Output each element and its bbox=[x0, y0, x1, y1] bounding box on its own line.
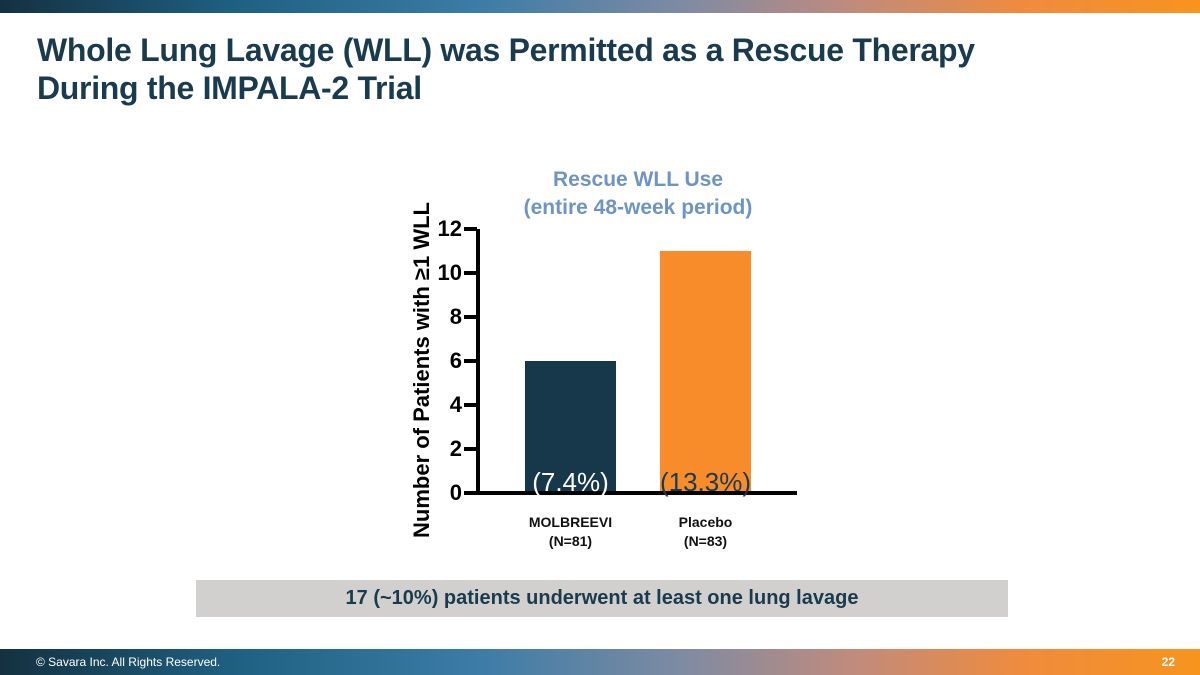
bar-percent-label: (13.3%) bbox=[659, 467, 752, 497]
chart-title-main: Rescue WLL Use bbox=[553, 168, 723, 191]
chart-title: Rescue WLL Use (entire 48-week period) bbox=[438, 166, 838, 222]
y-tick-mark bbox=[464, 491, 477, 495]
y-tick-label: 6 bbox=[449, 348, 462, 373]
slide-title: Whole Lung Lavage (WLL) was Permitted as… bbox=[37, 31, 1157, 107]
y-tick-label: 10 bbox=[437, 260, 462, 285]
y-tick-mark bbox=[464, 359, 477, 363]
bar-placebo bbox=[660, 251, 751, 493]
x-axis-category-label: MOLBREEVI (N=81) bbox=[491, 513, 651, 551]
callout-banner: 17 (~10%) patients underwent at least on… bbox=[196, 580, 1008, 617]
x-category-name: Placebo bbox=[678, 514, 733, 530]
x-axis-line bbox=[476, 491, 797, 495]
y-tick-label: 12 bbox=[437, 216, 462, 241]
y-tick-mark bbox=[464, 271, 477, 275]
y-tick-label: 8 bbox=[449, 304, 462, 329]
bar-molbreevi bbox=[525, 361, 616, 493]
y-axis-line bbox=[476, 229, 480, 495]
bar-percent-label: (7.4%) bbox=[532, 467, 609, 497]
x-category-n: (N=81) bbox=[548, 533, 593, 549]
x-axis-category-label: Placebo (N=83) bbox=[626, 513, 786, 551]
footer-gradient-bar: © Savara Inc. All Rights Reserved. 22 bbox=[0, 649, 1200, 675]
x-category-name: MOLBREEVI bbox=[528, 514, 613, 530]
y-tick-label: 2 bbox=[449, 436, 462, 461]
y-tick-mark bbox=[464, 227, 477, 231]
slide-title-line-1: Whole Lung Lavage (WLL) was Permitted as… bbox=[37, 32, 975, 68]
page-number: 22 bbox=[1161, 655, 1175, 669]
y-tick-mark bbox=[464, 447, 477, 451]
x-category-n: (N=83) bbox=[683, 533, 728, 549]
y-tick-mark bbox=[464, 403, 477, 407]
y-tick-label: 0 bbox=[449, 480, 462, 505]
y-tick-label: 4 bbox=[449, 392, 462, 417]
copyright-text: © Savara Inc. All Rights Reserved. bbox=[36, 655, 221, 669]
chart-title-subtitle: (entire 48-week period) bbox=[523, 196, 753, 219]
callout-text: 17 (~10%) patients underwent at least on… bbox=[345, 587, 859, 609]
slide-title-line-2: During the IMPALA-2 Trial bbox=[37, 70, 422, 106]
header-gradient-bar bbox=[0, 0, 1200, 13]
y-tick-mark bbox=[464, 315, 477, 319]
